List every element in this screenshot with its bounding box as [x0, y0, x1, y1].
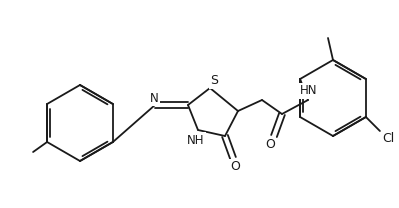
- Text: N: N: [150, 92, 158, 104]
- Text: O: O: [265, 139, 275, 151]
- Text: S: S: [210, 74, 218, 88]
- Text: HN: HN: [300, 84, 318, 98]
- Text: NH: NH: [187, 134, 205, 146]
- Text: O: O: [230, 161, 240, 173]
- Text: Cl: Cl: [382, 131, 394, 145]
